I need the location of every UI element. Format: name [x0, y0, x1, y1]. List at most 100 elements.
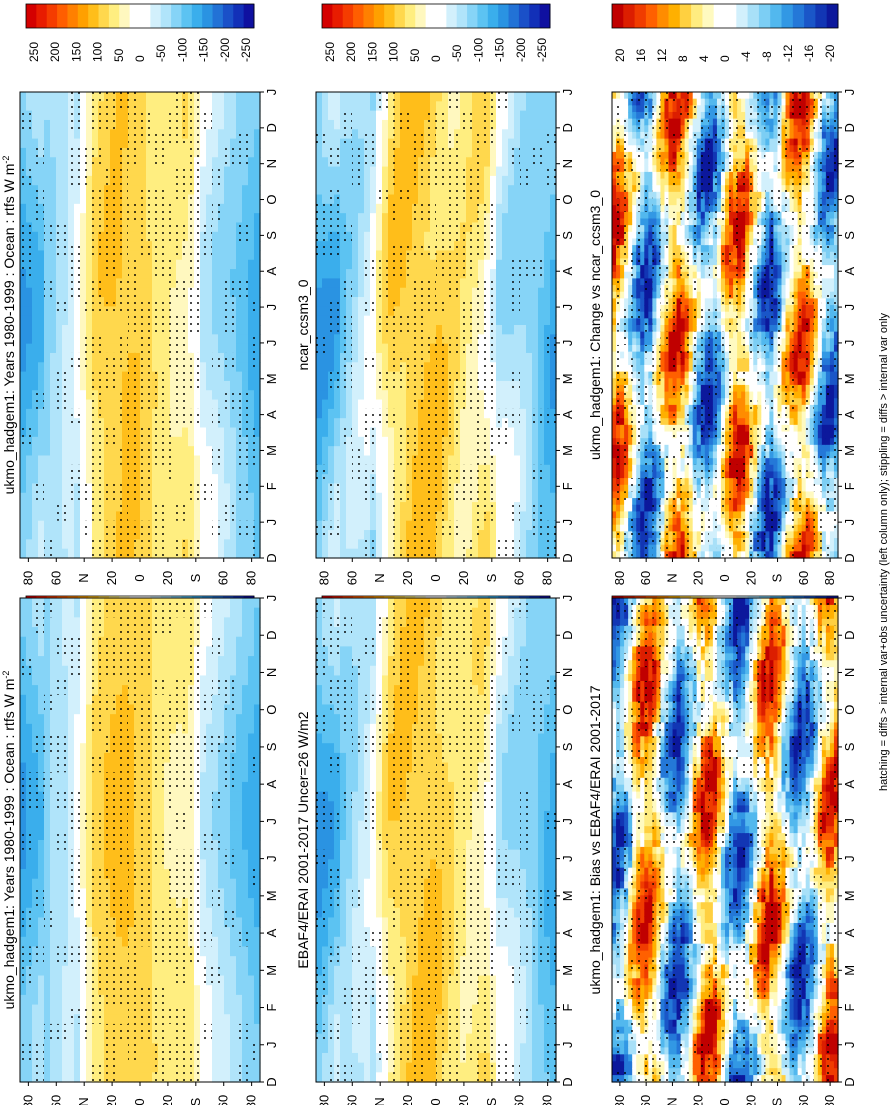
- heatmap-cell: [224, 166, 231, 177]
- heatmap-cell: [26, 888, 33, 899]
- heatmap-cell: [316, 92, 323, 102]
- heatmap-cell: [26, 101, 33, 112]
- stipple-patch: [140, 714, 152, 734]
- stipple-patch: [248, 334, 260, 353]
- heatmap-cell: [218, 820, 225, 831]
- heatmap-cell: [50, 859, 57, 870]
- stipple-patch: [176, 714, 188, 734]
- heatmap-cell: [50, 975, 57, 986]
- heatmap-cell: [200, 820, 207, 831]
- heatmap-cell: [50, 820, 57, 831]
- heatmap-cell: [44, 888, 51, 899]
- heatmap-cell: [80, 743, 87, 754]
- heatmap-cell: [110, 474, 117, 485]
- heatmap-cell: [218, 297, 225, 307]
- heatmap-cell: [104, 474, 111, 485]
- heatmap-cell: [68, 325, 75, 335]
- stipple-patch: [200, 241, 212, 260]
- heatmap-cell: [224, 464, 231, 475]
- stipple-patch: [128, 946, 140, 966]
- stipple-patch: [92, 464, 104, 484]
- heatmap-cell: [200, 646, 207, 657]
- colorbar-swatch: [233, 4, 245, 28]
- heatmap-cell: [80, 1062, 87, 1073]
- heatmap-cell: [200, 436, 207, 447]
- heatmap-cell: [74, 129, 81, 140]
- heatmap-cell: [32, 269, 39, 279]
- heatmap-cell: [212, 694, 219, 706]
- stipple-patch: [140, 352, 152, 372]
- heatmap-cell: [188, 985, 195, 996]
- heatmap-cell: [182, 464, 189, 475]
- heatmap-cell: [62, 110, 69, 121]
- heatmap-cell: [212, 464, 219, 475]
- stipple-patch: [68, 888, 80, 908]
- stipple-patch: [116, 297, 128, 316]
- heatmap-cell: [212, 138, 219, 149]
- heatmap-cell: [20, 733, 27, 744]
- heatmap-cell: [328, 390, 335, 401]
- heatmap-cell: [236, 840, 243, 851]
- heatmap-cell: [38, 704, 45, 715]
- heatmap-cell: [140, 147, 147, 158]
- heatmap-cell: [194, 714, 201, 725]
- stipple-patch: [116, 185, 128, 204]
- heatmap-cell: [38, 994, 45, 1006]
- heatmap-cell: [212, 927, 219, 938]
- heatmap-cell: [140, 418, 147, 429]
- heatmap-cell: [224, 241, 231, 252]
- heatmap-cell: [56, 352, 63, 363]
- stipple-patch: [188, 733, 200, 753]
- heatmap-cell: [242, 203, 249, 214]
- heatmap-cell: [122, 380, 129, 391]
- heatmap-cell: [182, 530, 189, 540]
- heatmap-cell: [98, 1033, 105, 1044]
- stipple-patch: [56, 636, 68, 657]
- heatmap-cell: [236, 548, 243, 559]
- heatmap-cell: [116, 119, 123, 130]
- heatmap-cell: [110, 129, 117, 140]
- heatmap-cell: [50, 418, 57, 429]
- stipple-patch: [140, 241, 152, 260]
- heatmap-cell: [218, 869, 225, 880]
- heatmap-cell: [164, 483, 171, 494]
- heatmap-cell: [188, 436, 195, 447]
- heatmap-cell: [236, 907, 243, 919]
- heatmap-cell: [110, 325, 117, 335]
- heatmap-cell: [26, 530, 33, 540]
- heatmap-cell: [62, 474, 69, 485]
- heatmap-cell: [200, 455, 207, 466]
- heatmap-cell: [334, 287, 341, 298]
- colorbar-swatch: [394, 4, 406, 28]
- heatmap-cell: [50, 362, 57, 373]
- heatmap-cell: [68, 965, 75, 977]
- stipple-patch: [68, 791, 80, 811]
- heatmap-cell: [50, 656, 57, 667]
- heatmap-cell: [328, 334, 335, 345]
- heatmap-cell: [212, 781, 219, 793]
- heatmap-cell: [26, 464, 33, 475]
- stipple-patch: [200, 222, 212, 242]
- heatmap-cell: [44, 1004, 51, 1015]
- heatmap-cell: [26, 675, 33, 686]
- heatmap-cell: [20, 723, 27, 735]
- heatmap-cell: [248, 627, 255, 638]
- stipple-patch: [68, 656, 80, 676]
- month-tick-label: O: [264, 194, 279, 204]
- heatmap-cell: [206, 520, 213, 531]
- stipple-patch: [188, 166, 200, 186]
- heatmap-cell: [218, 946, 225, 957]
- heatmap-cell: [20, 548, 27, 559]
- heatmap-cell: [62, 781, 69, 793]
- stipple-patch: [128, 427, 140, 447]
- stipple-patch: [212, 166, 224, 186]
- heatmap-cell: [50, 492, 57, 503]
- stipple-patch: [56, 1023, 68, 1044]
- heatmap-cell: [20, 455, 27, 466]
- stipple-patch: [128, 927, 140, 947]
- stipple-patch: [164, 714, 176, 734]
- colorbar-swatch: [518, 4, 530, 28]
- stipple-patch: [140, 1004, 152, 1024]
- heatmap-cell: [182, 636, 189, 647]
- stipple-patch: [224, 147, 236, 167]
